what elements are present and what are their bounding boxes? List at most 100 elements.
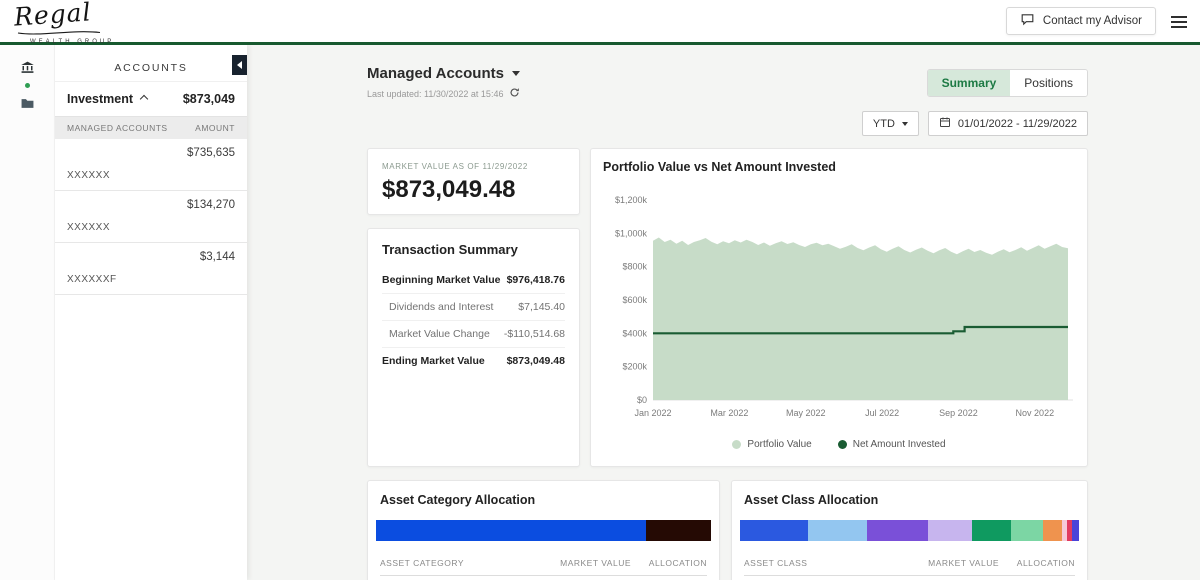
asset-category-allocation-title: Asset Category Allocation bbox=[380, 493, 711, 507]
account-amount: $735,635 bbox=[187, 147, 235, 159]
chevron-up-icon bbox=[140, 95, 148, 103]
market-value-label: MARKET VALUE AS OF 11/29/2022 bbox=[382, 162, 565, 171]
transaction-summary-title: Transaction Summary bbox=[382, 242, 565, 257]
collapse-sidebar-button[interactable] bbox=[232, 55, 247, 75]
y-tick-label: $1,000k bbox=[615, 228, 648, 238]
allocation-segment bbox=[646, 520, 711, 541]
account-row[interactable]: $3,144 XXXXXXF bbox=[55, 243, 247, 295]
title-wrap: Managed Accounts Last updated: 11/30/202… bbox=[367, 65, 520, 100]
account-row[interactable]: $134,270XXXXXX bbox=[55, 191, 247, 243]
transaction-row-value: -$110,514.68 bbox=[504, 328, 565, 340]
transaction-row: Beginning Market Value $976,418.76 bbox=[382, 267, 565, 294]
page-title: Managed Accounts bbox=[367, 65, 504, 82]
transaction-row-value: $976,418.76 bbox=[507, 274, 565, 286]
date-range-label: 01/01/2022 - 11/29/2022 bbox=[958, 118, 1077, 130]
nav-rail bbox=[0, 45, 55, 580]
accounts-table-header: MANAGED ACCOUNTS AMOUNT bbox=[55, 117, 247, 139]
logo-wordmark: Regal bbox=[13, 0, 92, 32]
sidebar-header: ACCOUNTS bbox=[55, 55, 247, 81]
transaction-row-value: $873,049.48 bbox=[507, 355, 565, 367]
transaction-row-label: Beginning Market Value bbox=[382, 274, 500, 286]
refresh-icon[interactable] bbox=[509, 87, 520, 100]
period-dropdown[interactable]: YTD bbox=[862, 111, 919, 136]
transaction-row: Market Value Change-$110,514.68 bbox=[382, 321, 565, 348]
portfolio-area-series bbox=[653, 238, 1068, 401]
main-content: Managed Accounts Last updated: 11/30/202… bbox=[247, 45, 1200, 580]
accounts-sidebar: ACCOUNTS Investment $873,049 MANAGED ACC… bbox=[55, 45, 247, 580]
allocation-segment bbox=[928, 520, 972, 541]
y-tick-label: $600k bbox=[622, 295, 647, 305]
asset-category-table-header: ASSET CATEGORYMARKET VALUEALLOCATION bbox=[380, 558, 707, 576]
asset-class-allocation-bar bbox=[740, 520, 1079, 541]
x-tick-label: Nov 2022 bbox=[1016, 408, 1055, 418]
asset-category-allocation-card: Asset Category Allocation ASSET CATEGORY… bbox=[367, 480, 720, 580]
legend-item: Net Amount Invested bbox=[838, 439, 946, 450]
chevron-down-icon bbox=[512, 71, 520, 76]
allocation-column-header: MARKET VALUE bbox=[539, 558, 631, 568]
chevron-down-icon bbox=[902, 122, 908, 126]
y-tick-label: $200k bbox=[622, 362, 647, 372]
transaction-row: Ending Market Value$873,049.48 bbox=[382, 348, 565, 374]
allocation-segment bbox=[1072, 520, 1079, 541]
investment-group-amount: $873,049 bbox=[183, 92, 235, 106]
contact-advisor-label: Contact my Advisor bbox=[1043, 15, 1142, 27]
transaction-row-value: $7,145.40 bbox=[518, 301, 565, 313]
chart-legend: Portfolio Value Net Amount Invested bbox=[603, 439, 1075, 450]
legend-label: Portfolio Value bbox=[747, 439, 811, 450]
tab-positions[interactable]: Positions bbox=[1010, 70, 1087, 96]
x-tick-label: Jan 2022 bbox=[634, 408, 671, 418]
period-label: YTD bbox=[873, 118, 895, 130]
asset-class-allocation-card: Asset Class Allocation ASSET CLASSMARKET… bbox=[731, 480, 1088, 580]
investment-group-label: Investment bbox=[67, 92, 147, 106]
sidebar-title: ACCOUNTS bbox=[114, 62, 187, 74]
allocation-column-header: ASSET CATEGORY bbox=[380, 558, 539, 568]
y-tick-label: $400k bbox=[622, 328, 647, 338]
last-updated: Last updated: 11/30/2022 at 15:46 bbox=[367, 87, 520, 100]
x-tick-label: Sep 2022 bbox=[939, 408, 978, 418]
folder-icon[interactable] bbox=[0, 96, 55, 111]
market-value-amount: $873,049.48 bbox=[382, 176, 565, 204]
allocation-column-header: ASSET CLASS bbox=[744, 558, 907, 568]
collapse-arrow-icon bbox=[237, 61, 242, 69]
top-header: Regal WEALTH GROUP Contact my Advisor bbox=[0, 0, 1200, 45]
contact-advisor-button[interactable]: Contact my Advisor bbox=[1006, 7, 1156, 35]
allocation-segment bbox=[1011, 520, 1043, 541]
asset-category-allocation-bar bbox=[376, 520, 711, 541]
tab-summary[interactable]: Summary bbox=[928, 70, 1011, 96]
asset-class-allocation-title: Asset Class Allocation bbox=[744, 493, 1079, 507]
date-range-picker[interactable]: 01/01/2022 - 11/29/2022 bbox=[928, 111, 1088, 136]
allocation-column-header: ALLOCATION bbox=[999, 558, 1075, 568]
page-title-dropdown[interactable]: Managed Accounts bbox=[367, 65, 520, 82]
bank-icon[interactable] bbox=[0, 60, 55, 75]
account-row[interactable]: $735,635 XXXXXX bbox=[55, 139, 247, 191]
active-indicator-dot bbox=[0, 83, 55, 88]
transaction-summary-card: Transaction Summary Beginning Market Val… bbox=[367, 228, 580, 467]
investment-group-row[interactable]: Investment $873,049 bbox=[55, 81, 247, 117]
logo-subtitle: WEALTH GROUP bbox=[30, 39, 114, 45]
summary-positions-tabs: SummaryPositions bbox=[927, 69, 1088, 97]
accounts-col-name: MANAGED ACCOUNTS bbox=[67, 123, 168, 133]
y-tick-label: $1,200k bbox=[615, 195, 648, 205]
allocation-segment bbox=[972, 520, 1011, 541]
market-value-card: MARKET VALUE AS OF 11/29/2022 $873,049.4… bbox=[367, 148, 580, 215]
portfolio-chart: $0$200k$400k$600k$800k$1,000k$1,200kJan … bbox=[603, 174, 1077, 432]
account-list: $735,635 XXXXXX $134,270XXXXXX $3,144 XXXXXX… bbox=[55, 139, 247, 295]
account-name: XXXXXXF bbox=[67, 274, 117, 285]
accounts-col-amount: AMOUNT bbox=[195, 123, 235, 133]
account-amount: $134,270 bbox=[187, 199, 235, 211]
calendar-icon bbox=[939, 116, 951, 131]
transaction-row: Dividends and Interest$7,145.40 bbox=[382, 294, 565, 321]
y-tick-label: $0 bbox=[637, 395, 647, 405]
account-amount: $3,144 bbox=[200, 251, 235, 263]
portfolio-chart-title: Portfolio Value vs Net Amount Invested bbox=[603, 160, 1075, 174]
allocation-column-header: MARKET VALUE bbox=[907, 558, 999, 568]
x-tick-label: Mar 2022 bbox=[710, 408, 748, 418]
menu-icon[interactable] bbox=[1171, 16, 1187, 28]
account-name: XXXXXX bbox=[67, 170, 110, 181]
asset-class-table-header: ASSET CLASSMARKET VALUEALLOCATION bbox=[744, 558, 1075, 576]
legend-label: Net Amount Invested bbox=[853, 439, 946, 450]
transaction-summary-rows: Beginning Market Value $976,418.76 Dividen… bbox=[382, 267, 565, 374]
legend-dot bbox=[838, 440, 847, 449]
legend-item: Portfolio Value bbox=[732, 439, 811, 450]
allocation-segment bbox=[867, 520, 928, 541]
